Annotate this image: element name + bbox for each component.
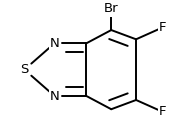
Text: Br: Br: [104, 2, 119, 15]
Text: F: F: [159, 21, 166, 34]
Text: F: F: [159, 105, 166, 118]
Text: N: N: [50, 89, 59, 102]
Text: N: N: [50, 37, 59, 50]
Text: S: S: [20, 63, 29, 76]
